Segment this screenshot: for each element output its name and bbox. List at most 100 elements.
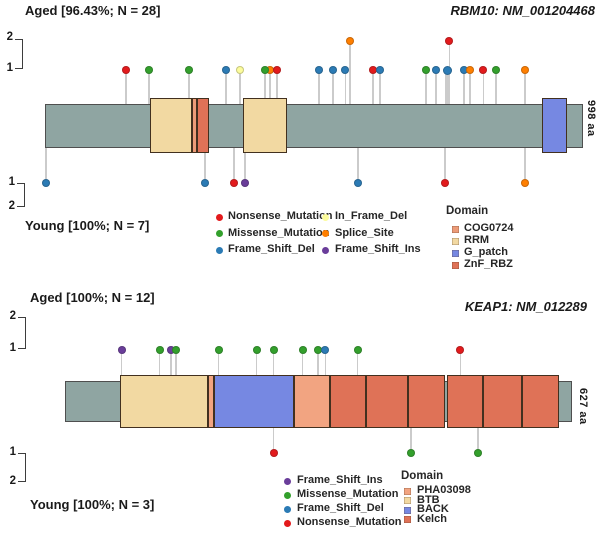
mutation-stem [477, 420, 479, 453]
axis-bracket [15, 39, 23, 69]
domain-kelch [483, 375, 522, 428]
mutation-dot-frame-shift-del [201, 179, 210, 187]
axis-tick-label: 2 [9, 475, 16, 487]
mutation-dot-nonsense-mutation [456, 346, 465, 354]
legend-dot-frame-shift-ins [283, 477, 291, 485]
legend-mutation-label: Frame_Shift_Ins [297, 474, 383, 486]
legend-mutation-label: In_Frame_Del [335, 210, 408, 222]
legend-domain-label: Kelch [417, 512, 447, 525]
mutation-dot-splice-site [520, 66, 529, 74]
protein-length-label-rbm10: 998 aa [585, 100, 597, 137]
domain-legend-title-rbm10: Domain [446, 205, 489, 217]
mutation-dot-missense-mutation [474, 449, 483, 457]
mutation-dot-missense-mutation [252, 346, 261, 354]
mutation-dot-splice-site [520, 179, 529, 187]
mutation-dot-frame-shift-del [42, 179, 51, 187]
axis-tick-label: 2 [6, 31, 13, 43]
domain-back [213, 375, 294, 428]
mutation-dot-nonsense-mutation [440, 179, 449, 187]
mutation-stem [425, 72, 427, 106]
mutation-stem [188, 72, 190, 106]
mutation-dot-frame-shift-del [314, 66, 323, 74]
mutation-stem [463, 72, 465, 106]
mutation-stem [459, 352, 462, 383]
legend-domain-label: ZnF_RBZ [464, 258, 513, 270]
mutation-stem [324, 352, 327, 383]
mutation-stem [175, 352, 177, 383]
mutation-stem [444, 145, 446, 183]
legend-swatch-cog0724 [452, 225, 459, 233]
legend-dot-frame-shift-del [215, 246, 223, 254]
legend-domain-label: G_patch [464, 246, 509, 258]
legend-mutation-label: Frame_Shift_Ins [335, 243, 421, 255]
domain-kelch [407, 375, 446, 428]
mutation-stem [524, 145, 526, 183]
cohort-label-young-keap1: Young [100%; N = 3] [30, 497, 155, 512]
legend-dot-missense-mutation [283, 491, 291, 499]
mutation-stem [255, 352, 258, 383]
mutation-stem [344, 72, 347, 106]
mutation-stem [45, 145, 47, 183]
domain-pha03098 [208, 375, 214, 428]
mutation-dot-nonsense-mutation [479, 66, 488, 74]
cohort-label-aged-rbm10: Aged [96.43%; N = 28] [25, 3, 161, 18]
legend-swatch-kelch [404, 516, 411, 523]
legend-swatch-znf-rbz [452, 261, 459, 269]
mutation-dot-missense-mutation [492, 66, 501, 74]
legend-domain-label: PHA03098 [417, 484, 471, 496]
mutation-stem [276, 72, 278, 106]
mutation-dot-splice-site [346, 37, 355, 45]
gene-title-rbm10: RBM10: NM_001204468 [450, 3, 595, 18]
mutation-dot-frame-shift-ins [166, 346, 175, 354]
mutation-stem [269, 72, 271, 106]
mutation-stem [448, 43, 451, 106]
axis-tick-label: 2 [9, 310, 16, 322]
mutation-dot-nonsense-mutation [269, 449, 278, 457]
mutation-stem [272, 420, 275, 453]
mutation-dot-frame-shift-ins [240, 179, 249, 187]
gene-title-keap1: KEAP1: NM_012289 [464, 299, 587, 314]
mutation-dot-frame-shift-del [431, 66, 440, 74]
legend-domain-label: RRM [464, 234, 490, 246]
domain-legend-title-keap1: Domain [401, 470, 444, 482]
legend-swatch-rrm [452, 237, 459, 245]
legend-mutation-label: Missense_Mutation [297, 488, 399, 500]
mutation-dot-missense-mutation [407, 449, 416, 457]
legend-dot-nonsense-mutation [283, 519, 291, 527]
mutation-dot-nonsense-mutation [445, 37, 454, 45]
legend-mutation-label: Missense_Mutation [228, 226, 330, 239]
mutation-stem [357, 145, 359, 183]
mutation-stem [158, 352, 161, 383]
domain-kelch [365, 375, 408, 428]
domain-kelch [446, 375, 484, 428]
legend-mutation-label: Frame_Shift_Del [297, 502, 384, 514]
mutation-stem [482, 72, 485, 106]
mutation-dot-nonsense-mutation [230, 179, 239, 187]
legend-mutation-label: Nonsense_Mutation [228, 210, 333, 222]
axis-bracket [18, 317, 26, 349]
legend-swatch-back [404, 506, 411, 514]
mutation-dot-frame-shift-ins [117, 346, 126, 354]
mutation-dot-frame-shift-del [354, 179, 363, 187]
mutation-stem [318, 72, 320, 106]
axis-tick-label: 1 [9, 446, 16, 458]
mutation-dot-missense-mutation [260, 66, 269, 74]
legend-swatch-pha03098 [404, 487, 411, 495]
mutation-dot-missense-mutation [298, 346, 307, 354]
mutation-dot-missense-mutation [214, 346, 223, 354]
mutation-dot-missense-mutation [353, 346, 362, 354]
mutation-stem [272, 352, 275, 383]
mutation-stem [445, 72, 449, 106]
mutation-stem [469, 72, 471, 106]
mutation-stem [349, 43, 351, 106]
domain-rrm [150, 98, 193, 153]
mutation-stem [317, 352, 319, 383]
mutation-dot-missense-mutation [145, 66, 154, 74]
legend-dot-missense-mutation [215, 230, 223, 237]
domain-kelch [330, 375, 366, 428]
mutation-stem [225, 72, 227, 106]
mutation-stem [244, 145, 246, 183]
mutation-dot-missense-mutation [422, 66, 431, 74]
axis-bracket [18, 453, 26, 482]
